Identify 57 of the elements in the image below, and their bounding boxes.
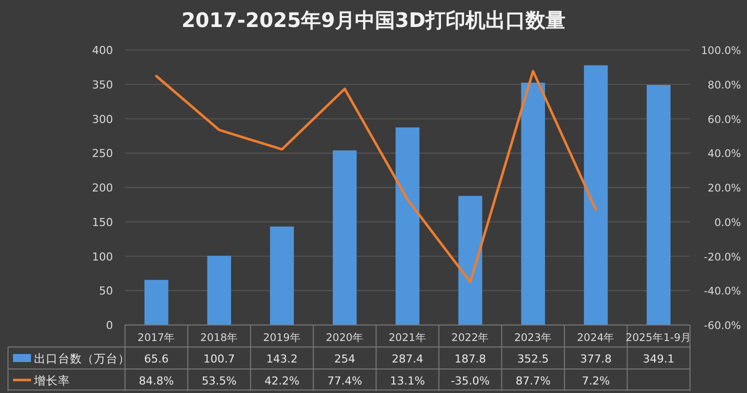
data-label: 7.2% [582,374,610,388]
data-label: 87.7% [516,374,551,388]
legend-label: 出口台数（万台） [34,352,130,366]
data-label: 100.7 [203,352,235,366]
y2-tick-label: -60.0% [704,320,742,332]
x-tick-label: 2017年 [138,332,176,344]
bar [270,226,294,325]
chart-title: 2017-2025年9月中国3D打印机出口数量 [181,8,566,32]
y-tick-label: 200 [92,182,113,194]
x-tick-label: 2021年 [388,332,426,344]
x-tick-label: 2018年 [200,332,238,344]
bar [144,280,168,325]
y2-tick-label: 40.0% [708,148,742,160]
bar [584,65,608,325]
y-tick-label: 150 [92,216,113,229]
y2-tick-label: 80.0% [708,79,742,92]
x-tick-label: 2022年 [451,332,490,344]
data-label: 377.8 [580,352,612,366]
data-label: 84.8% [138,374,174,388]
data-label: -35.0% [450,374,490,388]
data-label: 349.1 [642,352,674,366]
bar [458,196,482,325]
bar [207,256,232,325]
data-label: 13.1% [390,374,425,388]
y-tick-label: 50 [99,284,113,298]
y2-tick-label: 100.0% [700,45,742,57]
line-series [155,70,598,284]
y-tick-label: 350 [92,78,113,92]
bar [521,82,545,325]
data-label: 53.5% [202,374,237,388]
y-tick-label: 0 [106,319,113,332]
y-tick-label: 400 [92,44,113,57]
bar [396,127,420,325]
x-tick-label: 2020年 [326,332,364,344]
y-tick-label: 100 [92,250,113,264]
data-label: 352.5 [517,352,549,366]
data-label: 254 [334,352,356,366]
x-tick-label: 2024年 [576,332,615,344]
data-label: 65.6 [144,352,169,366]
y2-tick-label: -20.0% [704,251,742,264]
y-tick-label: 250 [92,147,113,160]
y2-tick-label: 0.0% [714,216,742,229]
data-label: 287.4 [392,352,424,366]
data-label: 143.2 [266,352,298,366]
data-label: 187.8 [454,352,486,366]
x-tick-label: 2019年 [263,332,301,344]
bar [332,150,357,325]
x-tick-label: 2023年 [514,332,552,344]
y-tick-label: 300 [92,112,113,126]
x-tick-label: 2025年1-9月 [626,332,692,344]
y2-tick-label: -40.0% [704,286,742,298]
data-label: 77.4% [327,374,362,388]
data-label: 42.2% [264,374,300,388]
bar [646,84,671,325]
y2-tick-label: 20.0% [708,182,742,194]
y2-tick-label: 60.0% [708,114,742,126]
legend-label: 增长率 [33,374,70,388]
